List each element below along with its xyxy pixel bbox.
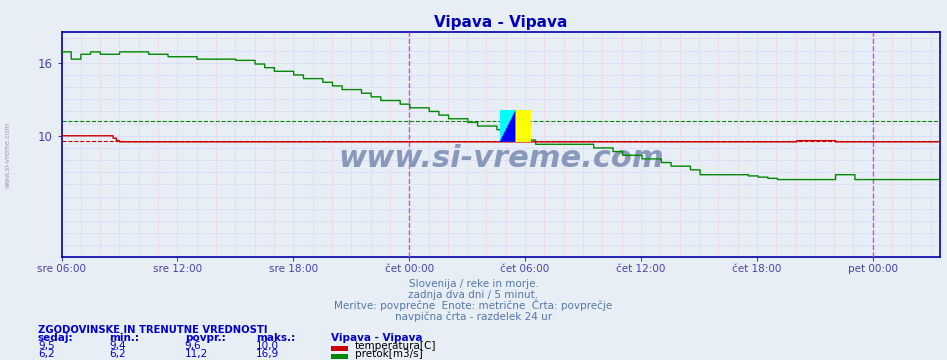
Text: 10,0: 10,0 [256,341,278,351]
Text: povpr.:: povpr.: [185,333,225,343]
Polygon shape [500,110,515,142]
Text: min.:: min.: [109,333,139,343]
Text: www.si-vreme.com: www.si-vreme.com [5,122,10,188]
Text: Slovenija / reke in morje.: Slovenija / reke in morje. [408,279,539,289]
Text: 9,6: 9,6 [185,341,202,351]
Text: zadnja dva dni / 5 minut.: zadnja dva dni / 5 minut. [408,290,539,300]
Text: pretok[m3/s]: pretok[m3/s] [355,349,423,359]
Text: navpična črta - razdelek 24 ur: navpična črta - razdelek 24 ur [395,311,552,322]
Text: temperatura[C]: temperatura[C] [355,341,437,351]
Text: 6,2: 6,2 [38,349,55,359]
Text: 6,2: 6,2 [109,349,126,359]
Title: Vipava - Vipava: Vipava - Vipava [435,15,567,30]
Bar [515,110,531,142]
Text: 16,9: 16,9 [256,349,279,359]
Text: 9,5: 9,5 [38,341,55,351]
Text: Meritve: povprečne  Enote: metrične  Črta: povprečje: Meritve: povprečne Enote: metrične Črta:… [334,299,613,311]
Text: Vipava - Vipava: Vipava - Vipava [331,333,423,343]
Text: www.si-vreme.com: www.si-vreme.com [338,144,664,173]
Text: maks.:: maks.: [256,333,295,343]
Text: ZGODOVINSKE IN TRENUTNE VREDNOSTI: ZGODOVINSKE IN TRENUTNE VREDNOSTI [38,325,267,335]
Polygon shape [500,110,515,142]
Text: sedaj:: sedaj: [38,333,74,343]
Text: 9,4: 9,4 [109,341,126,351]
Text: 11,2: 11,2 [185,349,208,359]
